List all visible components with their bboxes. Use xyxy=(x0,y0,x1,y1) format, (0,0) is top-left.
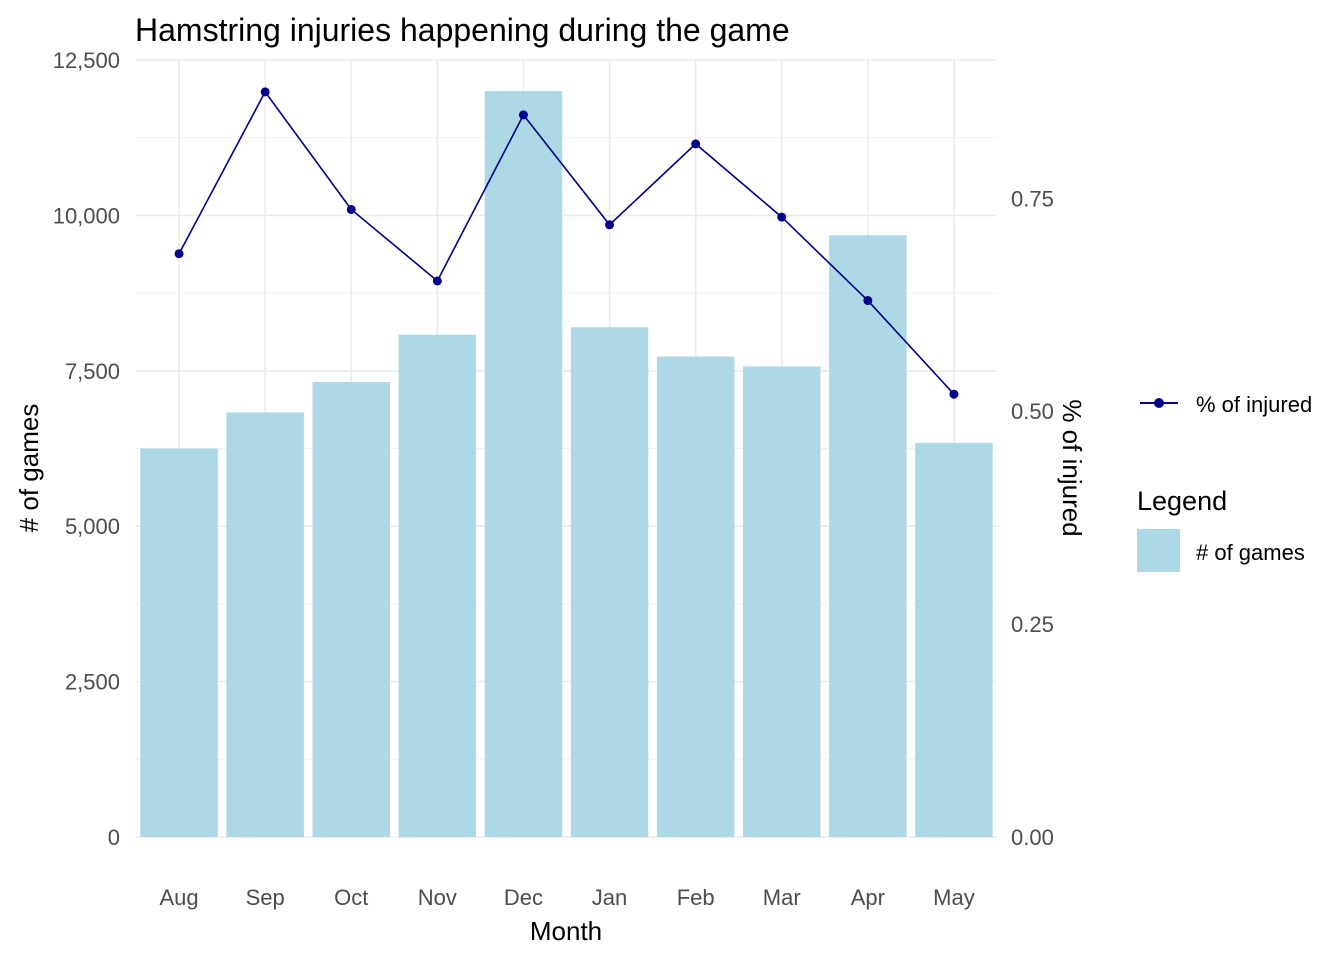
point-apr xyxy=(863,296,873,306)
y-tick-label: 2,500 xyxy=(65,670,120,695)
x-tick-label: Mar xyxy=(763,885,801,910)
bar-aug xyxy=(140,448,218,837)
point-nov xyxy=(432,276,442,286)
x-axis: Aug Sep Oct Nov Dec Jan Feb Mar Apr May xyxy=(159,885,974,910)
x-tick-label: May xyxy=(933,885,975,910)
bar-nov xyxy=(398,334,477,837)
point-jan xyxy=(605,220,615,230)
bar-feb xyxy=(656,356,735,837)
bar-jan xyxy=(570,327,649,837)
point-sep xyxy=(260,87,270,97)
bar-may xyxy=(915,442,993,837)
point-feb xyxy=(691,139,701,149)
chart-title: Hamstring injuries happening during the … xyxy=(135,12,790,48)
y2-tick-label: 0.50 xyxy=(1011,399,1054,424)
y2-tick-label: 0.00 xyxy=(1011,825,1054,850)
injury-line xyxy=(178,90,955,395)
x-tick-label: Oct xyxy=(334,885,368,910)
x-tick-label: Dec xyxy=(504,885,543,910)
bar-sep xyxy=(226,412,304,837)
bar-apr xyxy=(829,235,907,837)
y-tick-label: 0 xyxy=(108,825,120,850)
line-series xyxy=(174,87,959,399)
x-axis-title: Month xyxy=(530,916,602,946)
x-tick-label: Feb xyxy=(677,885,715,910)
x-tick-label: Sep xyxy=(246,885,285,910)
point-oct xyxy=(346,204,356,214)
legend-bar-label: # of games xyxy=(1196,540,1305,565)
y-tick-label: 5,000 xyxy=(65,514,120,539)
bar-mar xyxy=(743,366,821,837)
x-tick-label: Jan xyxy=(592,885,627,910)
bar-series xyxy=(140,91,993,837)
point-mar xyxy=(777,212,787,222)
legend-line-marker xyxy=(1154,398,1164,408)
bar-oct xyxy=(312,381,390,837)
point-aug xyxy=(174,249,184,259)
legend-title: Legend xyxy=(1137,486,1227,516)
legend-bar-key xyxy=(1137,529,1180,572)
y2-axis-title: % of injured xyxy=(1057,399,1087,536)
point-may xyxy=(949,389,959,399)
y-axis-left: 0 2,500 5,000 7,500 10,000 12,500 xyxy=(53,48,120,850)
point-dec xyxy=(518,110,528,120)
x-tick-label: Apr xyxy=(851,885,885,910)
y-tick-label: 10,000 xyxy=(53,203,120,228)
y2-tick-label: 0.25 xyxy=(1011,612,1054,637)
y-tick-label: 12,500 xyxy=(53,48,120,73)
y2-tick-label: 0.75 xyxy=(1011,186,1054,211)
bar-dec xyxy=(484,91,563,837)
x-tick-label: Aug xyxy=(159,885,198,910)
y-axis-title: # of games xyxy=(14,404,44,533)
legend-line-label: % of injured xyxy=(1196,392,1312,417)
x-tick-label: Nov xyxy=(418,885,457,910)
legend: % of injured Legend # of games xyxy=(1137,392,1312,572)
y-tick-label: 7,500 xyxy=(65,359,120,384)
y-axis-right: 0.00 0.25 0.50 0.75 xyxy=(1011,186,1054,850)
